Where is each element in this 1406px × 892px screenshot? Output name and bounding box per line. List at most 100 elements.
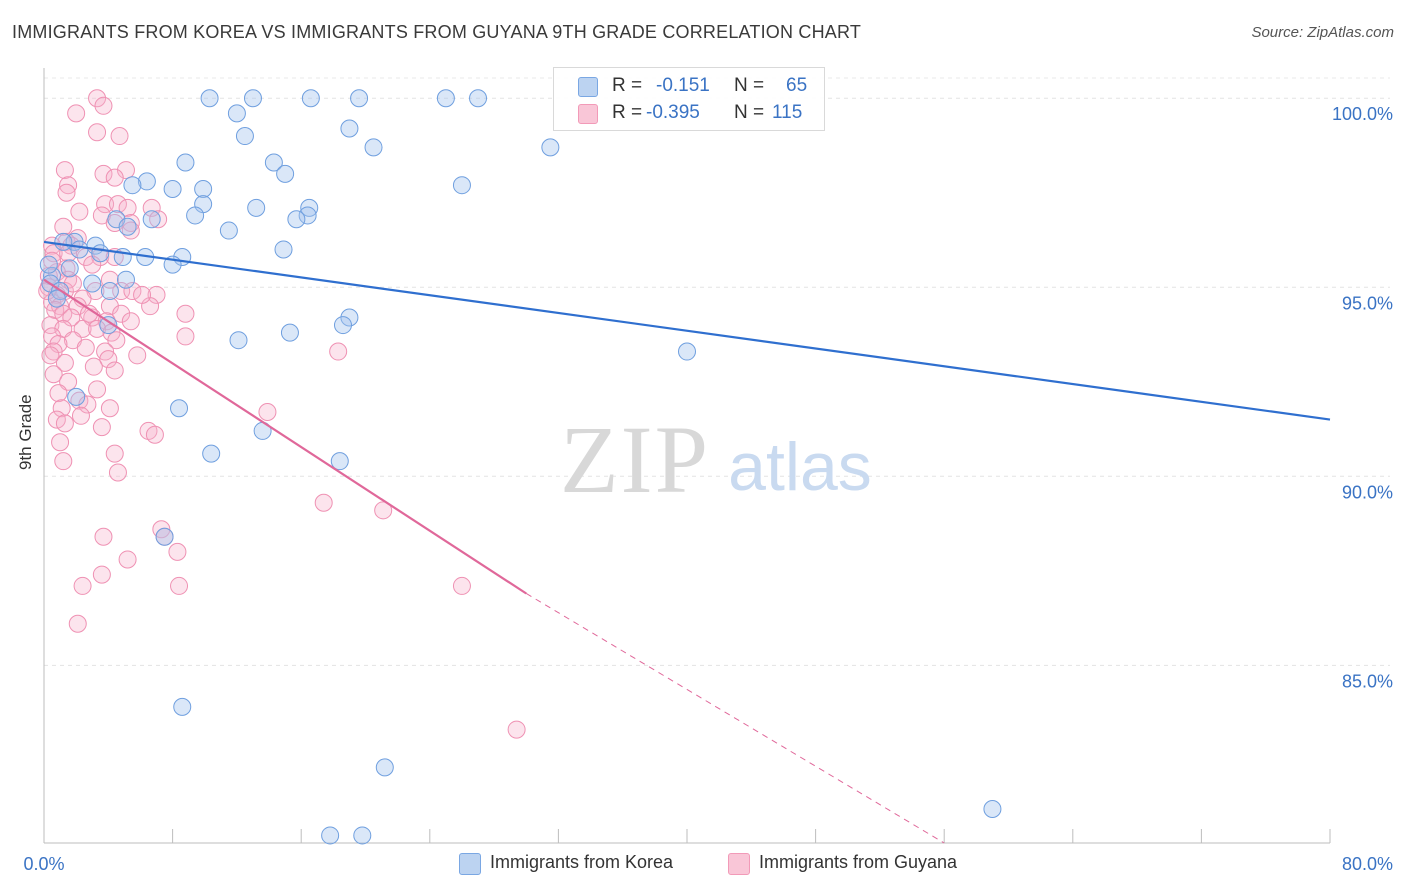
korea-point <box>321 826 340 845</box>
korea-point <box>436 89 455 108</box>
legend-guyana-r: -0.395 <box>646 102 700 123</box>
guyana-point <box>110 127 129 146</box>
guyana-point <box>68 614 87 633</box>
korea-point <box>227 104 246 123</box>
guyana-point <box>107 331 126 350</box>
guyana-point <box>57 183 76 202</box>
guyana-point <box>133 285 152 304</box>
korea-point <box>202 444 221 463</box>
guyana-point <box>67 104 86 123</box>
korea-point <box>116 270 135 289</box>
guyana-point <box>94 96 113 115</box>
guyana-point <box>170 576 189 595</box>
legend-korea-n: 65 <box>786 75 808 96</box>
korea-point <box>99 316 118 335</box>
x-tick-label-min: 0.0% <box>23 854 64 874</box>
korea-point <box>280 323 299 342</box>
korea-point <box>83 274 102 293</box>
korea-point <box>300 198 319 217</box>
korea-point <box>229 331 248 350</box>
guyana-point <box>145 425 164 444</box>
korea-point <box>678 342 696 361</box>
korea-point <box>375 758 394 777</box>
korea-point <box>39 255 58 274</box>
guyana-point <box>94 164 113 183</box>
guyana-point <box>73 576 92 595</box>
guyana-point <box>43 327 62 346</box>
guyana-point <box>76 338 95 357</box>
korea-point <box>137 172 156 191</box>
korea-point <box>60 259 79 278</box>
guyana-point <box>168 542 187 561</box>
korea-point <box>235 127 254 146</box>
guyana-point <box>118 550 137 569</box>
korea-point <box>173 697 192 716</box>
guyana-trend-line <box>43 278 527 595</box>
korea-point <box>100 282 119 301</box>
guyana-point <box>71 406 90 425</box>
korea-point <box>243 89 262 108</box>
korea-point <box>298 206 317 225</box>
y-tick-label: 85.0% <box>1342 671 1393 691</box>
korea-point <box>54 232 73 251</box>
guyana-trend-extension <box>525 593 945 844</box>
korea-point <box>983 799 1002 818</box>
korea-point <box>276 164 295 183</box>
legend-swatch-guyana <box>578 104 598 124</box>
stats-legend: R = -0.151 N = 65 R = -0.395 N = 115 <box>553 67 825 131</box>
grid-layer <box>44 77 1390 666</box>
korea-point <box>364 138 383 157</box>
guyana-point <box>52 399 71 418</box>
watermark-atlas: atlas <box>728 429 872 505</box>
guyana-point <box>105 361 124 380</box>
legend-swatch-korea <box>578 77 598 97</box>
bottom-legend-korea-swatch <box>459 853 481 875</box>
guyana-point <box>123 282 142 301</box>
bottom-legend-korea-label: Immigrants from Korea <box>490 852 674 872</box>
y-tick-label: 90.0% <box>1342 482 1393 502</box>
guyana-point <box>54 452 73 471</box>
y-tick-label: 95.0% <box>1342 293 1393 313</box>
guyana-point <box>314 493 333 512</box>
korea-point <box>333 316 352 335</box>
guyana-point <box>70 202 89 221</box>
korea-point <box>452 176 471 195</box>
korea-point <box>350 89 369 108</box>
guyana-point <box>147 285 166 304</box>
korea-point <box>264 153 283 172</box>
guyana-point <box>92 565 111 584</box>
guyana-point <box>94 527 113 546</box>
guyana-point <box>88 123 107 142</box>
guyana-point <box>51 433 70 452</box>
korea-point <box>330 452 349 471</box>
guyana-point <box>84 357 103 376</box>
korea-point <box>353 826 372 845</box>
guyana-point <box>176 304 195 323</box>
korea-point <box>340 308 359 327</box>
korea-point <box>541 138 560 157</box>
korea-point <box>219 221 238 240</box>
y-axis-title: 9th Grade <box>16 394 35 470</box>
guyana-point <box>112 304 131 323</box>
legend-r-label: R = <box>612 102 643 123</box>
korea-point <box>142 210 161 229</box>
guyana-point <box>88 319 107 338</box>
guyana-point <box>44 365 63 384</box>
guyana-point <box>374 501 393 520</box>
guyana-point <box>452 576 471 595</box>
x-tick-label-max: 80.0% <box>1342 854 1393 874</box>
korea-point <box>123 176 142 195</box>
korea-point <box>118 217 137 236</box>
korea-point <box>47 289 66 308</box>
guyana-point <box>105 444 124 463</box>
guyana-point <box>329 342 348 361</box>
korea-point <box>186 206 205 225</box>
guyana-point <box>54 217 73 236</box>
korea-point <box>176 153 195 172</box>
guyana-point <box>105 168 124 187</box>
guyana-point <box>507 720 526 739</box>
korea-point <box>469 89 488 108</box>
korea-point <box>274 240 293 259</box>
points-layer <box>38 89 1002 845</box>
